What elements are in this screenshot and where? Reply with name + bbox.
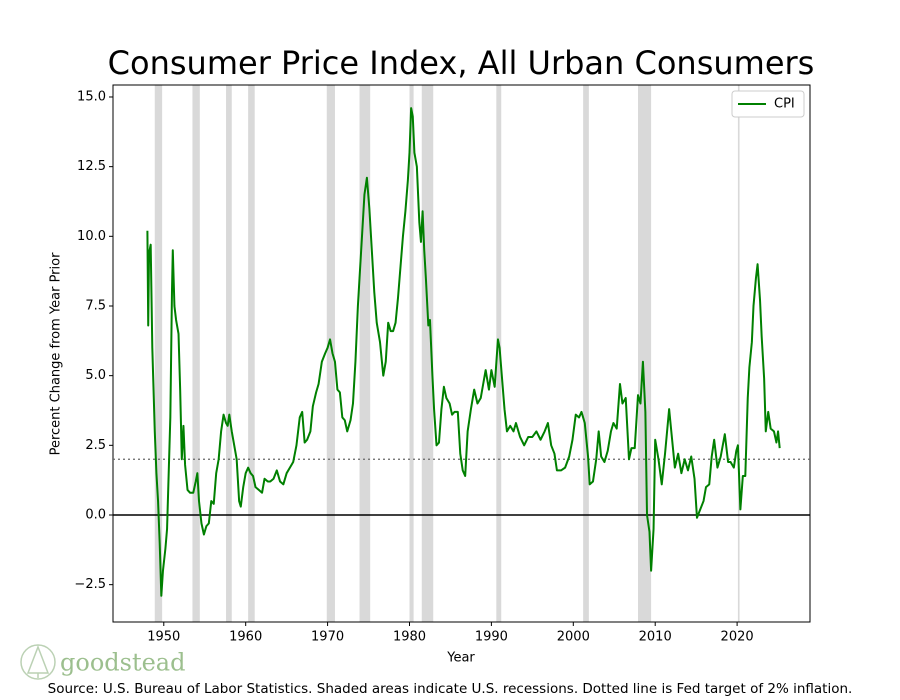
legend-box (731, 90, 805, 118)
recession-band (359, 85, 371, 622)
watermark-logo (20, 644, 56, 680)
recession-band (496, 85, 502, 622)
recession-band (583, 85, 589, 622)
watermark: goodstead (60, 649, 185, 677)
recession-band (737, 85, 740, 622)
x-tick-label: 1980 (393, 630, 426, 645)
recession-band (421, 85, 434, 622)
y-tick-label: 12.5 (77, 159, 106, 174)
recession-band (638, 85, 652, 622)
x-tick-label: 1990 (475, 630, 508, 645)
y-tick-label: 10.0 (77, 229, 106, 244)
source-note: Source: U.S. Bureau of Labor Statistics.… (48, 681, 853, 697)
x-tick-label: 2010 (639, 630, 672, 645)
y-tick-label: 15.0 (77, 89, 106, 104)
recession-band (409, 85, 414, 622)
y-tick-label: −2.5 (74, 577, 106, 592)
x-tick-label: 2020 (721, 630, 754, 645)
cpi-line (146, 107, 781, 597)
x-tick-label: 1970 (311, 630, 344, 645)
y-tick-label: 7.5 (85, 298, 106, 313)
legend: CPI (731, 90, 805, 118)
legend-label: CPI (774, 97, 795, 112)
x-tick-label: 1960 (229, 630, 262, 645)
y-tick-label: 0.0 (85, 507, 106, 522)
y-tick-label: 5.0 (85, 368, 106, 383)
plot-frame (112, 84, 811, 623)
recession-band (248, 85, 255, 622)
recession-band (154, 85, 163, 622)
recession-band (192, 85, 200, 622)
recession-band (226, 85, 232, 622)
chart-title: Consumer Price Index, All Urban Consumer… (108, 44, 815, 82)
recession-band (326, 85, 335, 622)
x-axis-label: Year (446, 651, 475, 666)
y-tick-label: 2.5 (85, 438, 106, 453)
x-tick-label: 1950 (147, 630, 180, 645)
x-tick-label: 2000 (557, 630, 590, 645)
y-axis-label: Percent Change from Year Prior (49, 252, 64, 456)
